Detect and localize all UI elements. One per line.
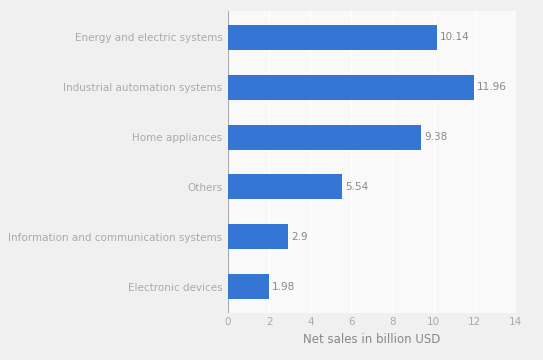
Bar <box>228 24 437 50</box>
Text: 9.38: 9.38 <box>424 132 447 142</box>
X-axis label: Net sales in billion USD: Net sales in billion USD <box>304 333 440 346</box>
Text: 10.14: 10.14 <box>440 32 469 42</box>
Bar <box>228 274 269 300</box>
Bar <box>228 225 288 249</box>
Bar <box>228 125 421 149</box>
Text: 1.98: 1.98 <box>272 282 295 292</box>
Text: 5.54: 5.54 <box>345 182 368 192</box>
Text: 2.9: 2.9 <box>291 232 307 242</box>
Text: 11.96: 11.96 <box>477 82 507 92</box>
Bar <box>228 75 474 99</box>
Bar <box>228 175 342 199</box>
